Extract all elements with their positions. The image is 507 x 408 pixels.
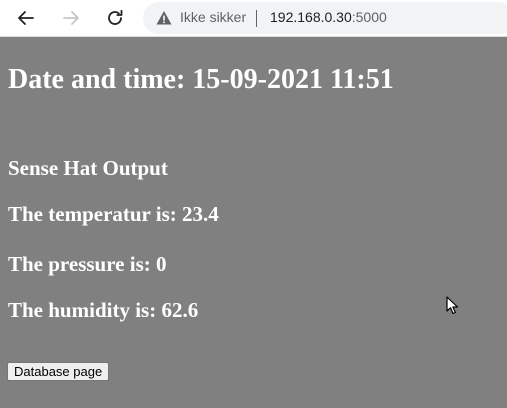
url-host: 192.168.0.30 [270, 9, 352, 25]
arrow-right-icon [63, 11, 79, 25]
warning-triangle-icon[interactable] [156, 10, 172, 26]
reload-button[interactable] [101, 4, 129, 32]
arrow-left-icon [18, 11, 34, 25]
reload-icon [108, 9, 123, 25]
humidity-reading: The humidity is: 62.6 [8, 298, 199, 322]
database-page-button[interactable]: Database page [7, 362, 110, 381]
back-button[interactable] [12, 4, 40, 32]
url-port: :5000 [351, 9, 387, 25]
page-content: Date and time: 15-09-2021 11:51 Sense Ha… [0, 37, 507, 408]
pressure-reading: The pressure is: 0 [8, 252, 167, 276]
forward-button[interactable] [57, 4, 85, 32]
temperature-reading: The temperatur is: 23.4 [8, 202, 219, 226]
browser-toolbar: Ikke sikker 192.168.0.30:5000 [0, 0, 507, 37]
sense-hat-heading: Sense Hat Output [8, 156, 168, 180]
url-text[interactable]: 192.168.0.30:5000 [270, 9, 387, 25]
address-separator [256, 10, 257, 27]
datetime-heading: Date and time: 15-09-2021 11:51 [8, 64, 394, 95]
mouse-pointer-icon [446, 296, 459, 315]
address-bar[interactable]: Ikke sikker 192.168.0.30:5000 [143, 2, 507, 34]
security-status-label[interactable]: Ikke sikker [180, 9, 247, 25]
